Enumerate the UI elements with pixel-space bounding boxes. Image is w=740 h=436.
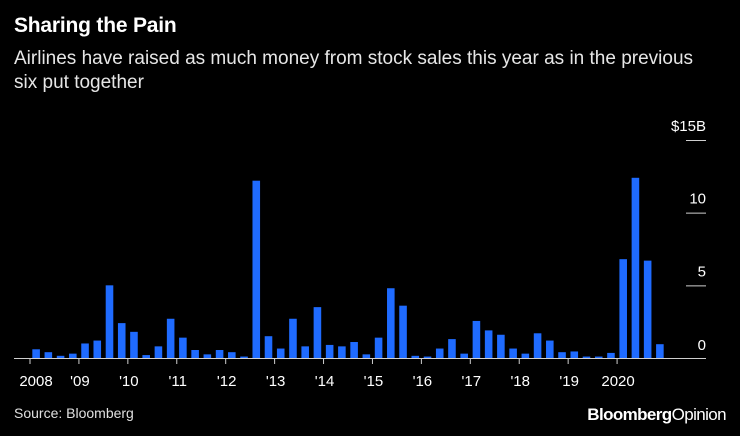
x-tick-label: '17 [462,373,482,390]
x-tick-label: '19 [559,373,579,390]
bar-2014-q2 [338,346,346,358]
bar-2017-q1 [472,320,481,358]
chart-subtitle: Airlines have raised as much money from … [14,48,694,93]
y-tick-label: 10 [689,191,706,208]
bar-2014-q3 [350,342,358,358]
bar-2015-q2 [387,288,395,358]
bar-2012-q4 [264,336,273,358]
bar-2020-q2 [631,177,640,358]
x-tick-label: '15 [364,373,384,390]
bar-2019-q4 [607,352,615,358]
bar-2019-q3 [594,356,603,358]
x-tick-label: '18 [510,373,530,390]
bar-2009-q1 [81,343,89,358]
bar-2010-q3 [154,346,163,358]
x-tick-label: '12 [217,373,237,390]
bar-2012-q2 [240,356,248,358]
bar-2018-q4 [558,352,566,358]
x-tick-label: '11 [169,373,187,390]
bar-2017-q4 [509,348,517,358]
bar-2015-q4 [411,355,420,358]
bar-2011-q3 [203,354,212,358]
bar-2011-q1 [179,337,187,358]
bar-2011-q2 [191,350,199,358]
bar-2010-q4 [166,318,175,358]
bar-2012-q3 [252,180,261,358]
bar-2014-q1 [325,344,334,358]
bar-2018-q1 [521,353,530,358]
bar-2020-q3 [643,260,652,358]
bar-2009-q3 [105,285,114,358]
bar-2020-q4 [656,344,664,358]
bar-2017-q2 [484,330,493,358]
bar-2019-q2 [582,356,591,358]
x-tick-label: 2008 [19,373,52,390]
brand-logo: BloombergOpinion [587,405,726,425]
x-tick-label: '09 [70,373,90,390]
bar-2008-q1 [32,349,40,358]
x-tick-label: '10 [119,373,139,390]
y-tick-label: 0 [698,337,706,354]
bar-2016-q1 [423,356,432,358]
bar-2020-q1 [619,259,627,358]
bar-2016-q4 [460,353,468,358]
x-tick-label: '16 [413,373,433,390]
bar-2018-q2 [533,333,542,358]
bar-2018-q3 [546,340,554,358]
bar-2014-q4 [362,354,371,358]
brand-part2: Opinion [671,405,727,424]
y-tick-label: 5 [698,263,706,280]
bar-2013-q1 [276,348,285,358]
bar-2015-q3 [399,305,407,358]
source-note: Source: Bloomberg [14,405,134,421]
chart-title: Sharing the Pain [14,14,177,37]
bar-2008-q4 [69,353,77,358]
x-tick-label: '14 [315,373,335,390]
bar-2008-q3 [56,355,65,358]
bar-2015-q1 [374,337,383,358]
bar-2019-q1 [570,351,579,358]
bar-2010-q2 [142,355,150,358]
bar-2013-q4 [313,307,322,358]
bar-2010-q1 [130,331,138,358]
bar-2013-q3 [301,346,309,358]
bar-2012-q1 [228,352,236,358]
x-tick-label: 2020 [601,373,634,390]
x-tick-label: '13 [266,373,286,390]
bar-2008-q2 [44,352,53,358]
bar-2011-q4 [215,350,224,358]
brand-part1: Bloomberg [587,405,672,424]
bar-2009-q2 [93,340,102,358]
bar-2016-q2 [435,348,444,358]
bar-2016-q3 [448,339,456,358]
bar-2009-q4 [117,323,126,358]
bar-2013-q2 [289,318,297,358]
y-tick-label: $15B [671,118,706,135]
bar-2017-q3 [497,334,505,358]
